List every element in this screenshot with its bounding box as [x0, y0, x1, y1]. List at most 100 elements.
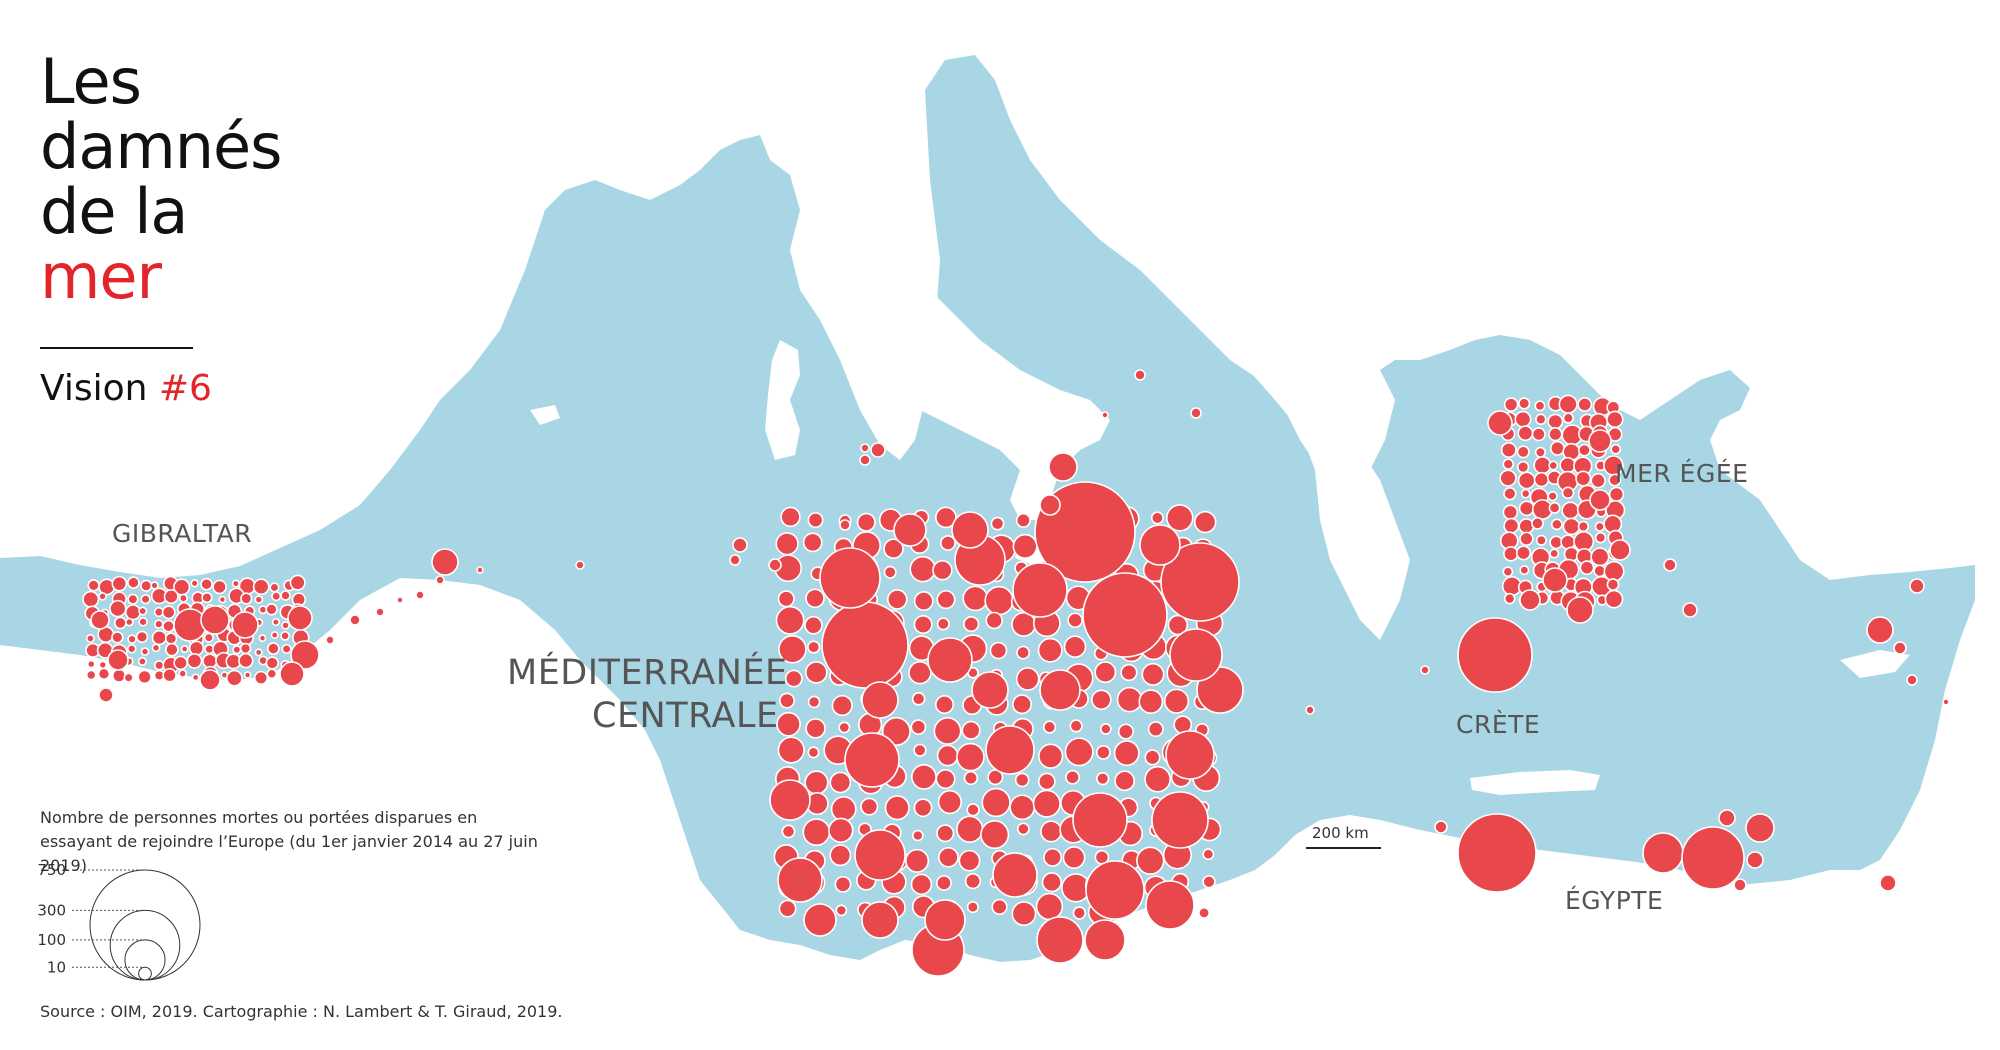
fatality-circle [1579, 560, 1595, 576]
fatality-circle [85, 669, 97, 681]
fatality-circle [1040, 820, 1063, 843]
fatality-circle [992, 852, 1038, 898]
fatality-circle [807, 640, 821, 654]
fatality-circle [1169, 628, 1223, 682]
fatality-circle [981, 787, 1011, 818]
fatality-circle [963, 770, 979, 786]
fatality-circle [1065, 769, 1080, 785]
fatality-circle [777, 736, 805, 764]
fatality-circle [1746, 851, 1764, 869]
fatality-circle [415, 590, 425, 600]
fatality-circle [1535, 413, 1547, 425]
fatality-circle [831, 694, 853, 717]
fatality-circle [807, 695, 821, 709]
fatality-circle [1718, 809, 1736, 827]
fatality-circle [989, 641, 1008, 660]
fatality-circle [1533, 471, 1550, 488]
fatality-circle [281, 620, 290, 630]
fatality-circle [1062, 846, 1086, 869]
fatality-circle [325, 635, 335, 645]
fatality-circle [963, 616, 980, 633]
fatality-circle [180, 645, 189, 653]
fatality-circle [1011, 901, 1037, 927]
fatality-circle [884, 795, 910, 821]
fatality-circle [804, 661, 828, 684]
fatality-circle [111, 575, 128, 592]
fatality-circle [911, 764, 937, 790]
fatality-circle [778, 634, 807, 664]
fatality-circle [1150, 511, 1164, 525]
fatality-circle [1198, 906, 1211, 919]
legend-circle [109, 909, 181, 981]
fatality-circle [966, 803, 980, 817]
title-line-3: de la [40, 175, 188, 248]
fatality-circle [1067, 612, 1083, 629]
fatality-circle [861, 681, 899, 719]
fatality-circle [803, 903, 837, 937]
fatality-circle [138, 606, 148, 616]
fatality-circle [140, 594, 151, 605]
fatality-circle [860, 797, 879, 816]
fatality-circle [911, 829, 924, 842]
fatality-circle [225, 669, 243, 687]
fatality-circle [1039, 669, 1081, 711]
fatality-circle [962, 585, 989, 612]
fatality-circle [280, 590, 291, 601]
fatality-circle [1577, 520, 1590, 533]
fatality-circle [780, 506, 801, 528]
fatality-circle [396, 596, 404, 604]
fatality-circle [1009, 794, 1036, 821]
fatality-circle [253, 670, 269, 685]
fatality-circle [1043, 847, 1063, 867]
fatality-circle [124, 617, 134, 627]
fatality-circle [1039, 494, 1061, 516]
fatality-circle [883, 538, 904, 559]
fatality-circle [935, 506, 957, 529]
fatality-circle [269, 582, 280, 593]
fatality-circle [1091, 689, 1112, 711]
fatality-circle [82, 590, 100, 608]
fatality-circle [98, 592, 107, 601]
fatality-circle [769, 779, 811, 821]
fatality-circle [1562, 517, 1581, 536]
fatality-circle [1610, 443, 1622, 455]
fatality-circle [1733, 878, 1747, 892]
label-central-line1: MÉDITERRANÉE [507, 651, 788, 693]
fatality-circle [1016, 645, 1031, 660]
fatality-circle [1549, 548, 1560, 559]
fatality-circle [135, 630, 149, 644]
fatality-circle [431, 548, 459, 576]
fatality-circle [1534, 446, 1546, 458]
fatality-circle [1590, 472, 1606, 489]
fatality-circle [1147, 721, 1164, 738]
fatality-circle [1037, 637, 1063, 663]
fatality-circle [200, 577, 213, 591]
fatality-circle [86, 659, 96, 669]
fatality-circle [804, 770, 829, 795]
fatality-circle [107, 649, 129, 671]
fatality-circle [243, 671, 252, 679]
fatality-circle [844, 732, 900, 788]
fatality-circle [1014, 772, 1030, 788]
cyprus [1840, 650, 1910, 678]
fatality-circle [828, 817, 854, 844]
fatality-circle [1202, 848, 1215, 861]
fatality-circle [1577, 443, 1591, 457]
fatality-circle [1193, 510, 1217, 534]
fatality-circle [199, 669, 221, 691]
fatality-circle [203, 632, 214, 643]
fatality-circle [1420, 665, 1430, 675]
fatality-circle [984, 585, 1014, 616]
italy-peninsula [855, 250, 1110, 520]
fatality-circle [1145, 880, 1195, 930]
fatality-circle [162, 667, 177, 683]
legend-circle [138, 966, 152, 981]
fatality-circle [188, 640, 205, 656]
fatality-circle [271, 618, 280, 627]
fatality-circle [1113, 740, 1140, 767]
fatality-circle [1520, 488, 1531, 499]
fatality-circle [934, 695, 955, 715]
fatality-circle [781, 824, 796, 839]
fatality-circle [819, 547, 881, 609]
fatality-circle [1681, 826, 1745, 890]
